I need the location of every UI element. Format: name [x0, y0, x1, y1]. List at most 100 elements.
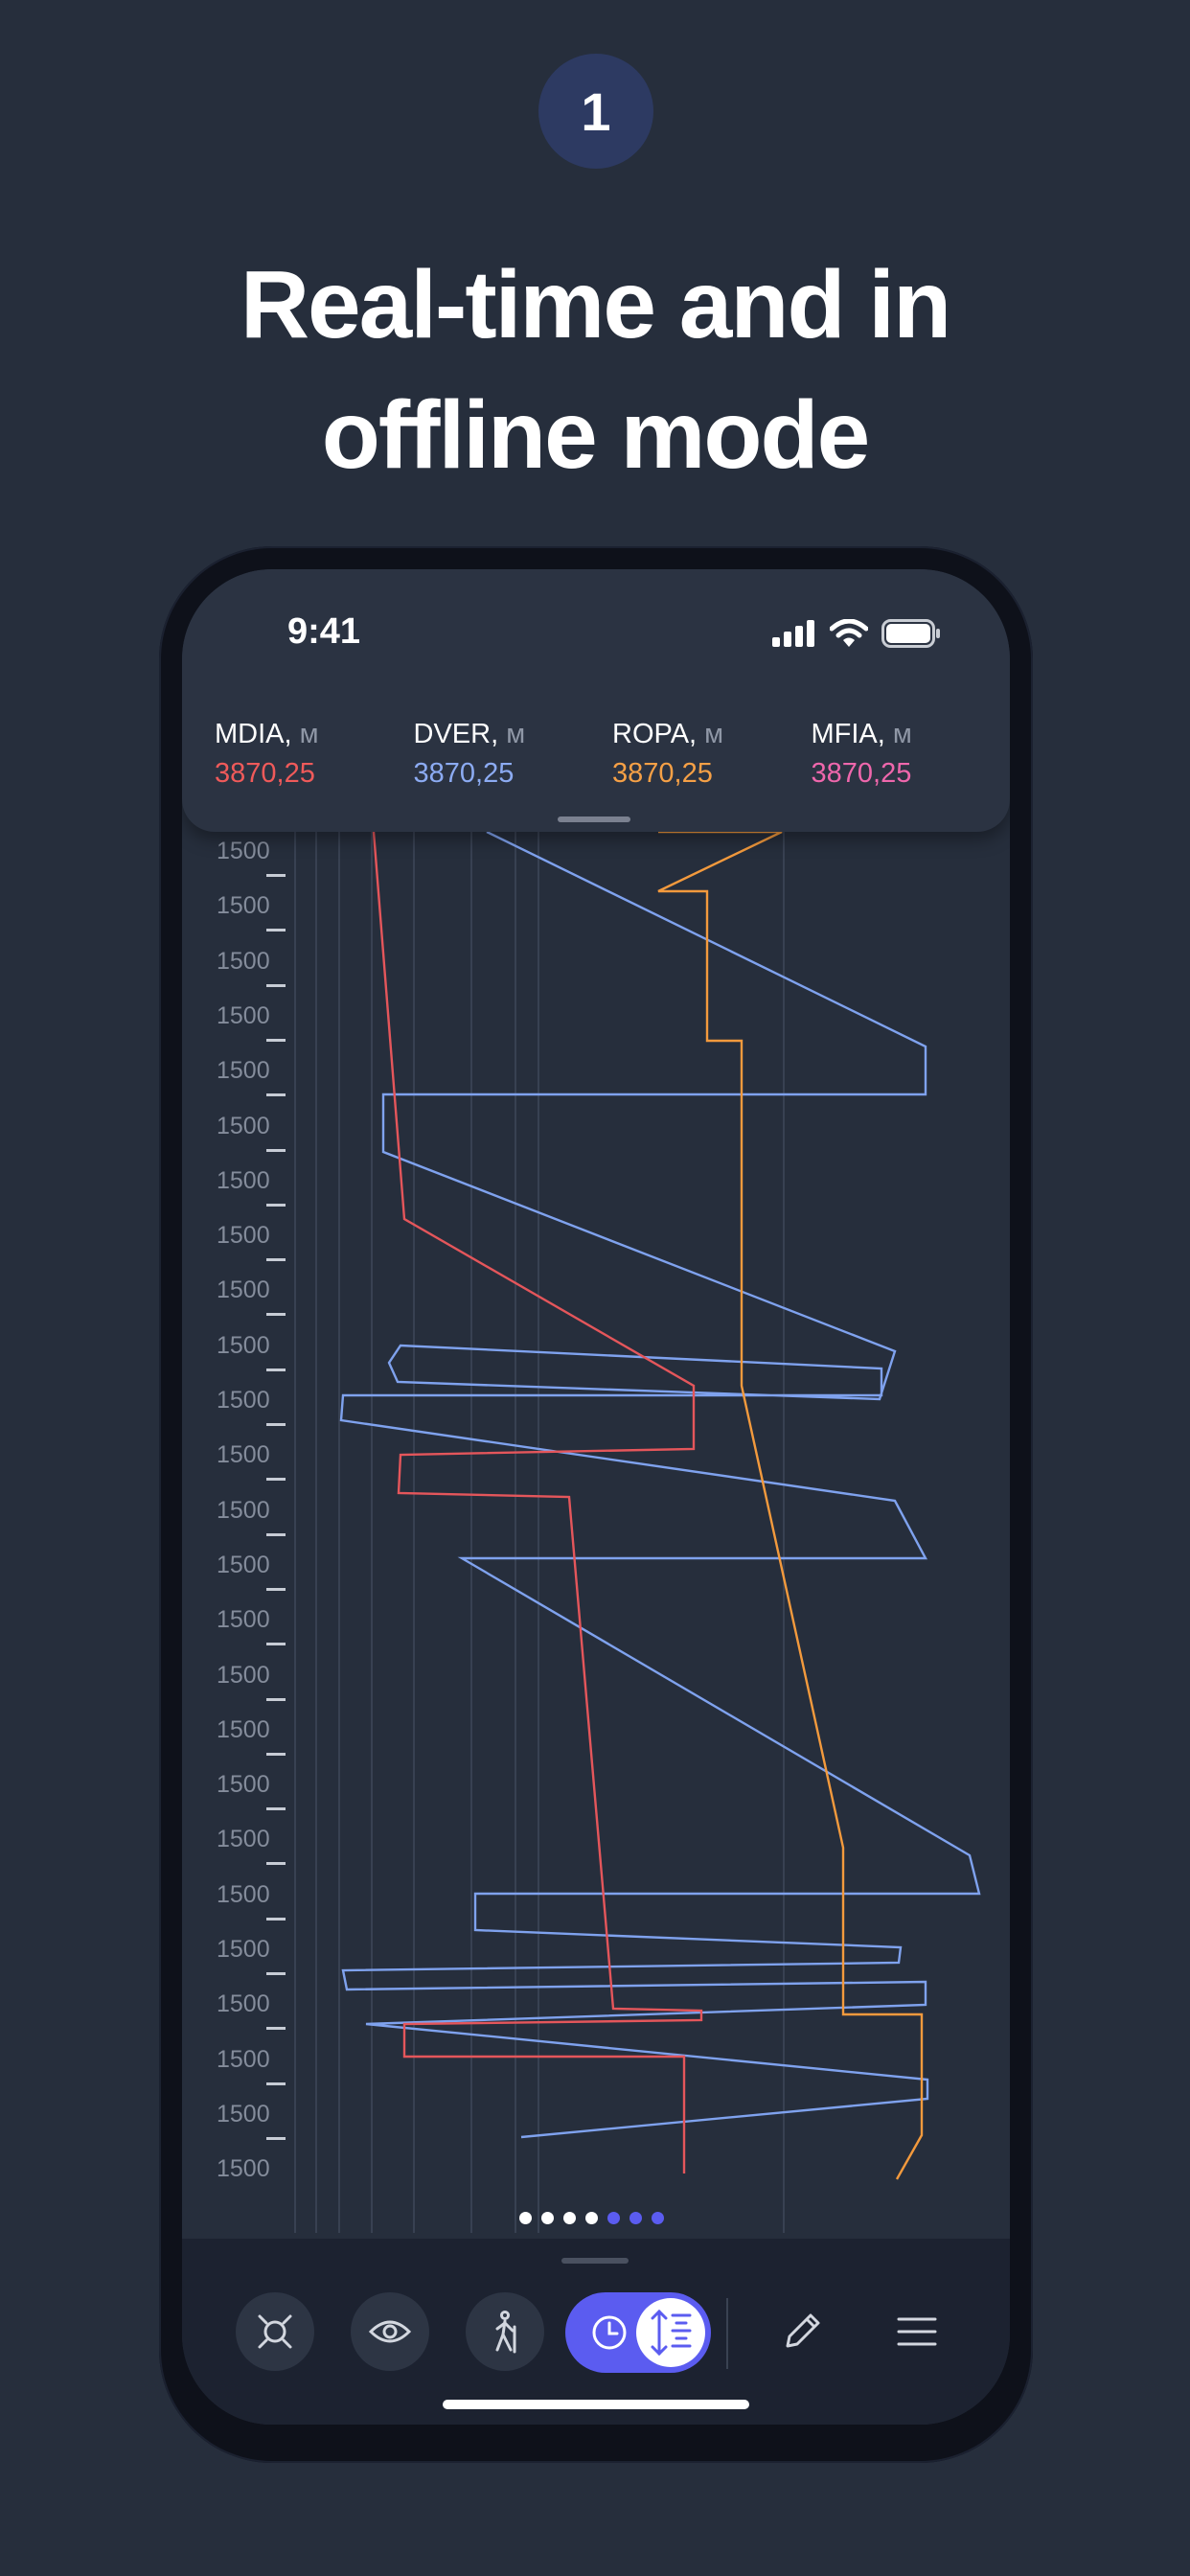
- battery-icon: [881, 619, 940, 648]
- target-button[interactable]: [236, 2292, 314, 2371]
- depth-tick-mark: [266, 1643, 286, 1645]
- vertical-gridlines: [294, 832, 785, 2233]
- well-log-plot[interactable]: 1500 1500 1500 1500 1500 1500 1500 1500 1500 1500…: [182, 832, 1010, 2233]
- depth-tick-label: 1500: [217, 1057, 270, 1084]
- page-dot[interactable]: [629, 2212, 642, 2224]
- depth-tick-label: 1500: [217, 1387, 270, 1414]
- depth-tick-mark: [266, 1807, 286, 1810]
- log-curves: [294, 832, 981, 2233]
- toolbar-drag-handle[interactable]: [561, 2258, 629, 2264]
- depth-tick-label: 1500: [217, 1497, 270, 1524]
- depth-tick-mark: [266, 1093, 286, 1096]
- depth-tick-label: 1500: [217, 1552, 270, 1578]
- metric-value: 3870,25: [612, 758, 713, 789]
- pencil-icon: [786, 2313, 820, 2348]
- header-drag-handle[interactable]: [558, 816, 630, 822]
- ropa-curve: [657, 832, 924, 2180]
- depth-tick-label: 1500: [217, 1113, 270, 1139]
- depth-tick-mark: [266, 2027, 286, 2030]
- view-button[interactable]: [351, 2292, 429, 2371]
- depth-tick-label: 1500: [217, 1662, 270, 1689]
- metric-dver[interactable]: DVER, м 3870,25: [414, 719, 613, 790]
- bottom-toolbar: [182, 2239, 1010, 2425]
- status-time: 9:41: [287, 611, 361, 652]
- edit-button[interactable]: [763, 2292, 841, 2371]
- page-dots[interactable]: [519, 2212, 664, 2224]
- walker-icon: [495, 2311, 516, 2354]
- phone-screen: 9:41 MDIA, м 3870,25: [182, 569, 1010, 2425]
- depth-tick-label: 1500: [217, 1276, 270, 1303]
- wifi-icon: [830, 619, 868, 647]
- depth-tick-mark: [266, 1918, 286, 1920]
- walk-button[interactable]: [466, 2292, 544, 2371]
- metric-mfia[interactable]: MFIA, м 3870,25: [812, 719, 1011, 790]
- eye-icon: [368, 2320, 412, 2343]
- depth-tick-mark: [266, 1972, 286, 1975]
- depth-tick-label: 1500: [217, 1332, 270, 1359]
- metric-ropa[interactable]: ROPA, м 3870,25: [612, 719, 812, 790]
- depth-tick-mark: [266, 1039, 286, 1042]
- depth-tick-label: 1500: [217, 1826, 270, 1852]
- depth-tick-mark: [266, 984, 286, 987]
- page-dot[interactable]: [519, 2212, 532, 2224]
- depth-tick-label: 1500: [217, 2046, 270, 2073]
- depth-tick-label: 1500: [217, 1771, 270, 1798]
- depth-tick-label: 1500: [217, 1716, 270, 1743]
- depth-tick-label: 1500: [217, 948, 270, 975]
- metric-mdia[interactable]: MDIA, м 3870,25: [215, 719, 414, 790]
- depth-tick-label: 1500: [217, 1441, 270, 1468]
- metric-label: ROPA,: [612, 719, 698, 749]
- depth-tick-mark: [266, 929, 286, 932]
- depth-tick-label: 1500: [217, 838, 270, 864]
- mode-toggle[interactable]: [565, 2292, 711, 2373]
- depth-tick-label: 1500: [217, 2155, 270, 2182]
- depth-tick-mark: [266, 1862, 286, 1865]
- depth-tick-mark: [266, 1588, 286, 1591]
- depth-tick-mark: [266, 1423, 286, 1426]
- depth-tick-mark: [266, 1753, 286, 1756]
- depth-tick-mark: [266, 1313, 286, 1316]
- step-badge: 1: [538, 54, 653, 169]
- page-dot[interactable]: [541, 2212, 554, 2224]
- target-icon: [258, 2314, 292, 2349]
- depth-tick-mark: [266, 1258, 286, 1261]
- page-dot[interactable]: [607, 2212, 620, 2224]
- page-dot[interactable]: [585, 2212, 598, 2224]
- toolbar-divider: [726, 2298, 728, 2369]
- metric-unit: м: [506, 719, 526, 749]
- time-mode-option[interactable]: [575, 2298, 644, 2367]
- dver-curve: [339, 832, 981, 2139]
- metric-value: 3870,25: [215, 758, 315, 789]
- menu-icon: [897, 2317, 937, 2346]
- metric-label: DVER,: [413, 719, 499, 749]
- metric-unit: м: [299, 719, 319, 749]
- depth-tick-label: 1500: [217, 1167, 270, 1194]
- metric-label: MFIA,: [811, 719, 885, 749]
- depth-tick-label: 1500: [217, 892, 270, 919]
- metric-value: 3870,25: [811, 758, 912, 789]
- metrics-header: 9:41 MDIA, м 3870,25: [182, 569, 1010, 832]
- metric-unit: м: [704, 719, 724, 749]
- depth-tick-mark: [266, 1533, 286, 1536]
- depth-mode-option[interactable]: [636, 2298, 705, 2367]
- signal-icon: [772, 620, 814, 647]
- mdia-curve: [372, 832, 703, 2174]
- page-dot[interactable]: [652, 2212, 664, 2224]
- metric-value: 3870,25: [413, 758, 515, 789]
- depth-tick-label: 1500: [217, 1936, 270, 1963]
- depth-scale-icon: [651, 2309, 692, 2357]
- page-dot[interactable]: [563, 2212, 576, 2224]
- clock-icon: [592, 2315, 627, 2350]
- menu-button[interactable]: [878, 2292, 956, 2371]
- depth-tick-mark: [266, 2082, 286, 2085]
- home-indicator[interactable]: [443, 2400, 749, 2409]
- depth-tick-label: 1500: [217, 1990, 270, 2017]
- headline-line-1: Real-time and in: [240, 251, 951, 358]
- depth-tick-label: 1500: [217, 1881, 270, 1908]
- depth-tick-label: 1500: [217, 2101, 270, 2128]
- depth-tick-mark: [266, 874, 286, 877]
- metric-label: MDIA,: [215, 719, 292, 749]
- depth-tick-label: 1500: [217, 1606, 270, 1633]
- depth-tick-mark: [266, 1149, 286, 1152]
- headline: Real-time and in offline mode: [0, 240, 1190, 500]
